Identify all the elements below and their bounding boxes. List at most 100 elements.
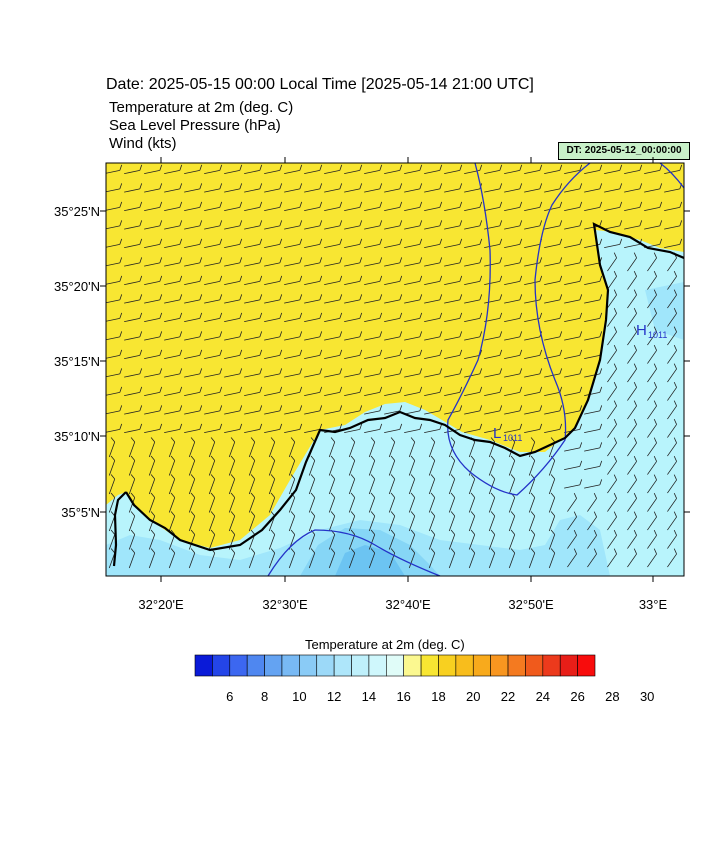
wind-barb (184, 405, 203, 415)
wind-barb (484, 331, 503, 341)
wind-barb (124, 349, 143, 360)
wind-barb (484, 238, 503, 249)
wind-barb (168, 492, 176, 513)
wind-barb (244, 220, 263, 230)
wind-barb (124, 183, 143, 193)
wind-barb (128, 437, 136, 458)
wind-barb (228, 492, 236, 513)
wind-barb (344, 220, 363, 230)
wind-barb (388, 474, 396, 495)
wind-barb (647, 252, 657, 272)
wind-barb (108, 492, 116, 513)
wind-barb (328, 455, 336, 476)
wind-barb (404, 257, 423, 267)
wind-barb (544, 405, 563, 415)
wind-barb (624, 220, 643, 230)
wind-barb (464, 220, 483, 230)
wind-barb (304, 183, 323, 193)
wind-barb (508, 529, 516, 550)
wind-barb (164, 368, 183, 378)
wind-barb (464, 257, 483, 267)
wind-barb (388, 455, 396, 476)
wind-barb (348, 474, 356, 495)
wind-barb (144, 368, 163, 378)
wind-barb (224, 238, 243, 249)
wind-barb (188, 474, 196, 495)
wind-barb (224, 220, 243, 230)
wind-barb (404, 349, 423, 360)
wind-barb (284, 201, 303, 212)
wind-barb (647, 326, 657, 346)
wind-barb (344, 331, 363, 341)
wind-barb (627, 252, 637, 272)
wind-barb (627, 270, 637, 290)
wind-barb (384, 201, 403, 212)
wind-barb (144, 386, 163, 397)
wind-barb (448, 492, 456, 513)
wind-barb (587, 511, 597, 531)
wind-barb (548, 455, 556, 476)
wind-barb (384, 386, 403, 397)
wind-barb (504, 423, 523, 434)
wind-barb (444, 294, 463, 304)
wind-barb (524, 294, 543, 304)
colorbar-swatch (525, 654, 544, 677)
wind-barb (667, 529, 677, 549)
wind-barb (244, 164, 263, 175)
colorbar-label: 6 (226, 689, 234, 704)
wind-barb (607, 307, 617, 327)
wind-barb (144, 201, 163, 212)
wind-barb (308, 455, 316, 476)
wind-barb (148, 492, 156, 513)
wind-barb (607, 511, 617, 531)
wind-barb (647, 529, 657, 549)
wind-barb (544, 368, 563, 378)
wind-barb (667, 289, 677, 309)
wind-barb (324, 405, 343, 415)
wind-barb (224, 386, 243, 397)
colorbar-swatch (507, 654, 526, 677)
wind-barb (384, 294, 403, 304)
wind-barb (344, 183, 363, 193)
wind-barb (108, 474, 116, 495)
wind-barb (284, 238, 303, 249)
wind-barb (564, 442, 583, 452)
wind-barb (248, 455, 256, 476)
wind-barb (164, 220, 183, 230)
wind-barb (328, 548, 336, 569)
wind-barb (468, 455, 476, 476)
wind-barb (528, 437, 536, 458)
wind-barb (504, 275, 523, 286)
wind-barb (106, 423, 123, 434)
colorbar-label: 8 (260, 689, 269, 704)
wind-barb (488, 529, 496, 550)
colorbar-label: 28 (605, 689, 620, 704)
wind-barb (204, 294, 223, 304)
wind-barb (304, 275, 323, 286)
wind-barb (428, 474, 436, 495)
wind-barb (224, 349, 243, 360)
lon-label: 32°50'E (508, 597, 554, 612)
wind-barb (404, 368, 423, 378)
wind-barb (264, 275, 283, 286)
wind-barb (148, 474, 156, 495)
colorbar-label: 14 (361, 689, 377, 704)
wind-barb (184, 294, 203, 304)
wind-barb (508, 474, 516, 495)
wind-barb (188, 511, 196, 532)
wind-barb (644, 201, 663, 212)
wind-barb (564, 460, 583, 471)
wind-barb (444, 257, 463, 267)
wind-barb (368, 529, 376, 550)
wind-barb (564, 331, 583, 341)
wind-barb (528, 529, 536, 550)
wind-barb (524, 405, 543, 415)
wind-barb (184, 164, 203, 175)
wind-barb (168, 474, 176, 495)
wind-barb (368, 437, 376, 458)
wind-barb (384, 220, 403, 230)
wind-barb (607, 400, 617, 420)
wind-barb (444, 183, 463, 193)
wind-barb (548, 474, 556, 495)
wind-barb (148, 437, 156, 458)
